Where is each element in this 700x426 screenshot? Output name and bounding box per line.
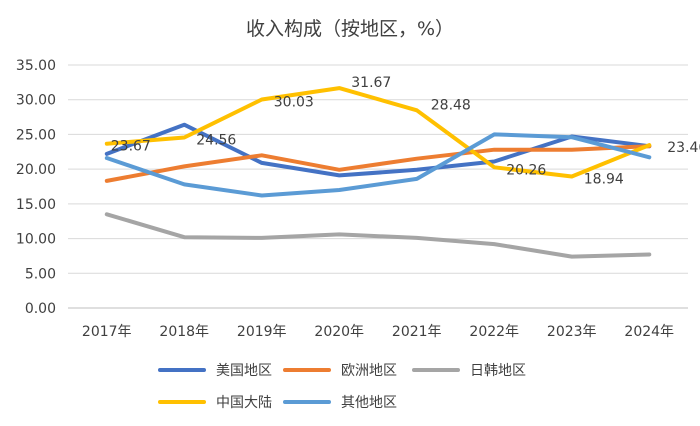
x-tick-label: 2018年 — [159, 324, 209, 340]
data-label: 30.03 — [274, 95, 314, 111]
y-tick-label: 30.00 — [16, 93, 56, 109]
y-tick-label: 15.00 — [16, 197, 56, 213]
x-tick-label: 2021年 — [392, 324, 442, 340]
x-tick-label: 2020年 — [314, 324, 364, 340]
x-tick-label: 2019年 — [237, 324, 287, 340]
legend-label: 欧洲地区 — [341, 363, 397, 379]
data-label: 20.26 — [506, 162, 546, 178]
legend-label: 日韩地区 — [470, 363, 526, 379]
legend-label: 其他地区 — [341, 395, 397, 411]
legend-label: 中国大陆 — [216, 395, 272, 411]
y-tick-label: 35.00 — [16, 58, 56, 74]
series-line-日韩地区 — [104, 212, 652, 259]
data-label: 24.56 — [196, 132, 236, 148]
chart-title: 收入构成（按地区，%） — [246, 18, 454, 40]
y-tick-label: 5.00 — [25, 266, 56, 282]
x-tick-label: 2024年 — [624, 324, 674, 340]
y-axis-ticks: 0.00 5.00 10.00 15.00 20.00 25.00 30.00 35.00 — [16, 58, 56, 317]
x-axis-ticks: 2017年 2018年 2019年 2020年 2021年 2022年 2023年 2024年 — [82, 324, 674, 340]
data-label: 23.67 — [111, 139, 151, 155]
data-label: 31.67 — [351, 75, 391, 91]
data-label: 18.94 — [584, 172, 624, 188]
series-lines — [104, 86, 652, 259]
x-tick-label: 2023年 — [547, 324, 597, 340]
x-tick-label: 2017年 — [82, 324, 132, 340]
series-line-欧洲地区 — [104, 144, 652, 183]
legend-label: 美国地区 — [216, 363, 272, 379]
x-tick-label: 2022年 — [469, 324, 519, 340]
y-tick-label: 0.00 — [25, 301, 56, 317]
data-label: 23.46 — [667, 140, 700, 156]
data-labels: 23.67 24.56 30.03 31.67 28.48 20.26 18.94 23.46 — [111, 75, 700, 187]
y-tick-label: 20.00 — [16, 162, 56, 178]
y-tick-label: 25.00 — [16, 127, 56, 143]
series-line-其他地区 — [104, 132, 652, 198]
y-tick-label: 10.00 — [16, 232, 56, 248]
series-line-中国大陆 — [104, 86, 652, 179]
data-label: 28.48 — [431, 97, 471, 113]
